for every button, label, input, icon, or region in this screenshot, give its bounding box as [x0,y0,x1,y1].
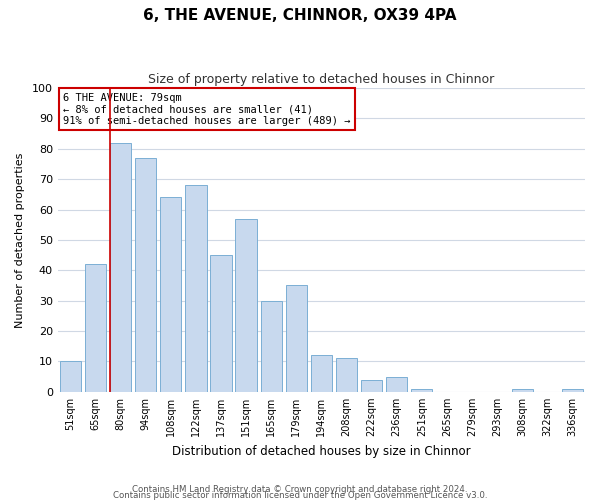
Bar [361,380,382,392]
Bar [160,198,181,392]
Text: 6, THE AVENUE, CHINNOR, OX39 4PA: 6, THE AVENUE, CHINNOR, OX39 4PA [143,8,457,22]
Bar [260,300,282,392]
Bar [135,158,157,392]
Text: Contains HM Land Registry data © Crown copyright and database right 2024.: Contains HM Land Registry data © Crown c… [132,484,468,494]
Text: Contains public sector information licensed under the Open Government Licence v3: Contains public sector information licen… [113,490,487,500]
Bar [110,142,131,392]
Bar [512,389,533,392]
Bar [59,362,81,392]
Title: Size of property relative to detached houses in Chinnor: Size of property relative to detached ho… [148,72,494,86]
Bar [411,389,433,392]
Y-axis label: Number of detached properties: Number of detached properties [15,152,25,328]
Bar [235,218,257,392]
Bar [85,264,106,392]
Bar [386,376,407,392]
Bar [185,186,206,392]
X-axis label: Distribution of detached houses by size in Chinnor: Distribution of detached houses by size … [172,444,471,458]
Text: 6 THE AVENUE: 79sqm
← 8% of detached houses are smaller (41)
91% of semi-detache: 6 THE AVENUE: 79sqm ← 8% of detached hou… [63,92,350,126]
Bar [286,286,307,392]
Bar [336,358,357,392]
Bar [311,356,332,392]
Bar [562,389,583,392]
Bar [211,255,232,392]
